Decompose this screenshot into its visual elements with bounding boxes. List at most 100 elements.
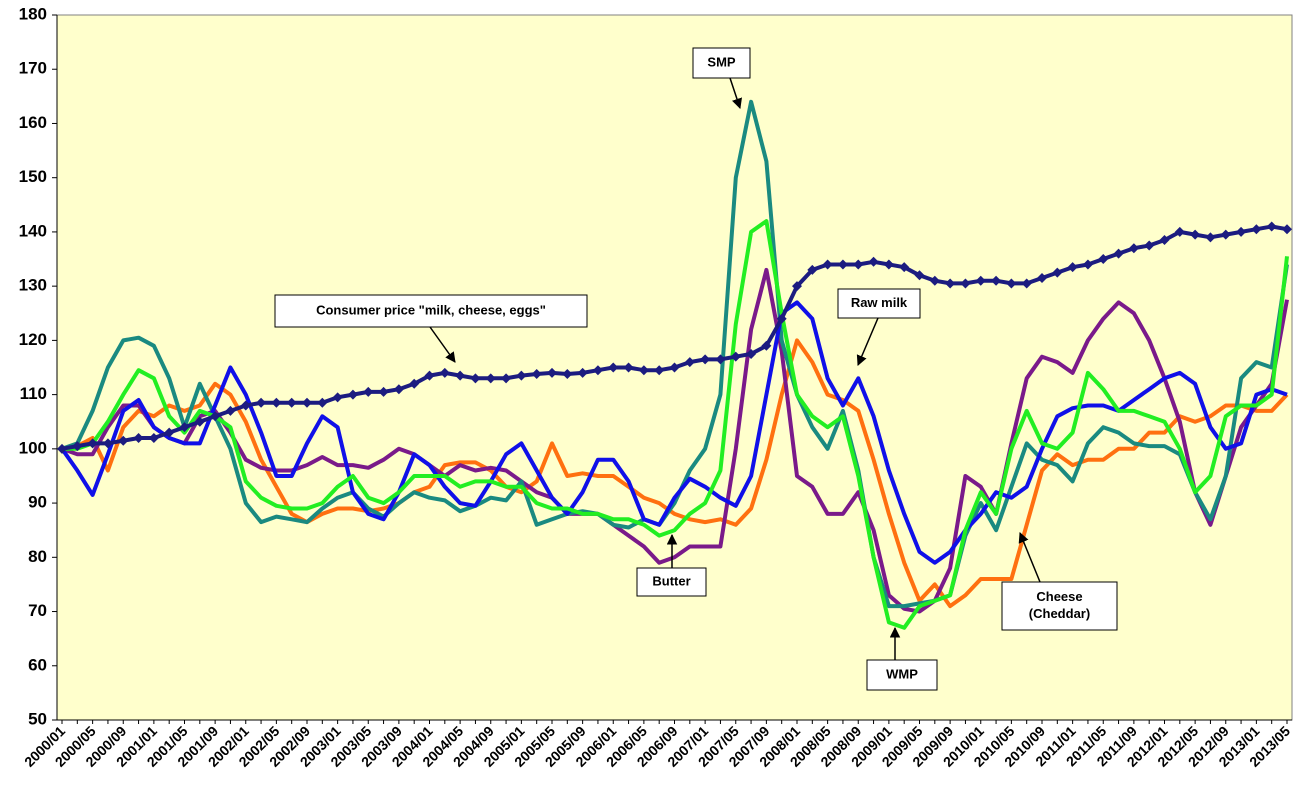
series-marker [746, 348, 757, 359]
series-marker [225, 405, 236, 416]
annotation-arrow [856, 317, 879, 366]
series-marker [1021, 278, 1032, 289]
annotation-arrow [729, 77, 742, 109]
series-marker [210, 411, 221, 422]
series-marker [302, 397, 312, 408]
series-marker [286, 397, 297, 408]
annotation-text: Consumer price "milk, cheese, eggs" [316, 302, 546, 317]
y-tick-label: 110 [20, 384, 47, 403]
series-marker [883, 259, 894, 270]
series-marker [1266, 221, 1277, 232]
y-tick-label: 60 [28, 655, 47, 674]
series-marker [87, 438, 98, 449]
y-tick-label: 120 [19, 330, 47, 349]
series-marker [1037, 273, 1047, 284]
y-tick-label: 90 [28, 493, 47, 512]
series-marker [547, 367, 557, 378]
series-marker [592, 365, 603, 376]
series-marker [57, 443, 67, 454]
series-marker [439, 367, 450, 378]
series-marker [715, 354, 726, 365]
series-marker [393, 384, 404, 395]
y-tick-label: 100 [19, 438, 47, 457]
series-marker [1251, 224, 1262, 235]
series-marker [807, 264, 818, 275]
series-marker [991, 275, 1002, 286]
annotation-box [636, 567, 707, 597]
series-marker [1082, 259, 1093, 270]
y-tick-label: 80 [28, 547, 47, 566]
series-marker [240, 400, 251, 411]
y-tick-label: 50 [28, 709, 47, 728]
annotation-box [692, 47, 751, 79]
series-marker [945, 278, 956, 289]
y-tick-label: 180 [19, 4, 47, 23]
series-marker [608, 362, 619, 373]
series-marker [1113, 248, 1124, 259]
series-marker [1174, 226, 1185, 237]
series-marker [577, 367, 588, 378]
series-line [62, 219, 1289, 630]
series-marker [960, 278, 971, 289]
series-marker [470, 373, 481, 384]
series-marker [179, 422, 190, 433]
series-marker [761, 340, 772, 351]
series-line [61, 99, 1289, 609]
series-marker [1067, 262, 1078, 273]
series-marker [194, 416, 205, 427]
series-marker [148, 433, 159, 443]
series-marker [868, 256, 879, 267]
series-marker [256, 397, 267, 408]
annotation-text: (Cheddar) [1029, 606, 1090, 621]
series-marker [1006, 278, 1017, 289]
y-tick-label: 170 [19, 59, 47, 78]
annotation-text: Cheese [1036, 589, 1082, 604]
series-line [61, 267, 1289, 614]
series-marker [1236, 226, 1247, 237]
series-marker [730, 351, 741, 362]
series-marker [455, 370, 466, 381]
series-marker [118, 435, 129, 446]
series-marker [669, 362, 680, 373]
series-marker [623, 362, 634, 373]
annotation-text: Butter [652, 573, 690, 588]
series-marker [363, 386, 374, 397]
series-marker [164, 427, 175, 438]
series-marker [378, 386, 389, 397]
annotation-arrow [1018, 532, 1041, 583]
y-tick-label: 70 [28, 601, 47, 620]
y-tick-label: 130 [19, 276, 47, 295]
series-marker [1220, 229, 1231, 240]
series-marker [347, 389, 358, 400]
series-marker [654, 365, 665, 376]
series-marker [133, 433, 144, 443]
series-marker [102, 438, 113, 449]
series-marker [853, 259, 864, 270]
series-marker [424, 370, 435, 381]
series-marker [72, 441, 83, 452]
annotation-text: WMP [886, 666, 918, 681]
y-tick-label: 140 [19, 221, 47, 240]
y-tick-label: 150 [19, 167, 47, 186]
series-marker [1128, 243, 1139, 254]
series-marker [1190, 229, 1201, 240]
annotation-box [274, 294, 588, 328]
series-marker [501, 373, 512, 384]
series-marker [684, 357, 695, 368]
series-marker [837, 259, 848, 270]
series-line [60, 300, 1288, 565]
series-marker [1159, 235, 1170, 246]
series-marker [638, 365, 649, 376]
series-marker [1205, 232, 1216, 243]
series-marker [531, 369, 542, 380]
y-tick-label: 160 [19, 113, 47, 132]
annotation-text: SMP [707, 54, 736, 69]
series-marker [409, 378, 420, 389]
series-marker [1098, 254, 1109, 265]
series-marker [332, 392, 343, 403]
series-marker [822, 259, 833, 270]
series-marker [1052, 267, 1063, 278]
series-marker [1144, 240, 1155, 251]
series-marker [1282, 224, 1292, 235]
